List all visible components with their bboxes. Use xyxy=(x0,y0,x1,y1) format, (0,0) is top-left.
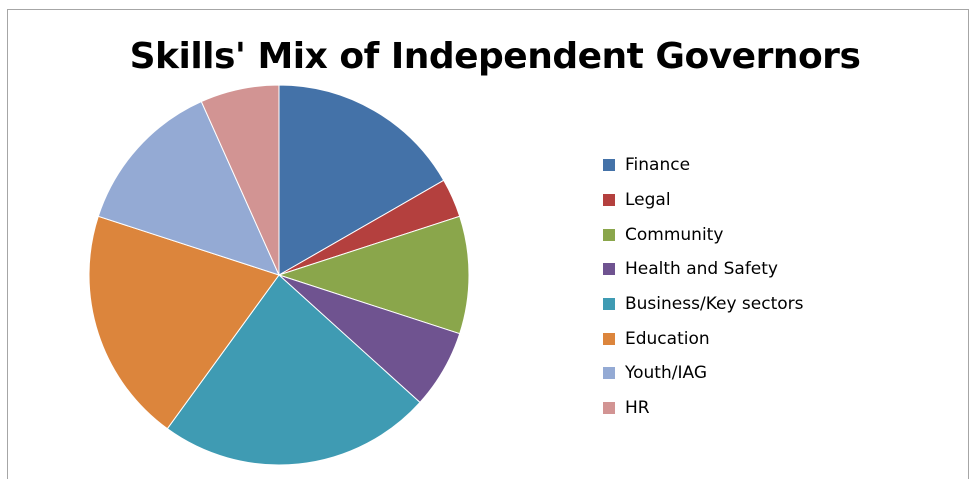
legend-swatch xyxy=(603,228,615,241)
pie-slice-community xyxy=(277,215,470,335)
legend-item: Legal xyxy=(603,183,903,218)
pie-slice-youth-iag xyxy=(97,100,280,276)
legend-swatch xyxy=(603,367,615,380)
pie-slice-hr xyxy=(200,84,280,276)
legend-label: Health and Safety xyxy=(625,259,778,280)
legend-label: Finance xyxy=(625,155,691,176)
legend-item: Health and Safety xyxy=(603,252,903,287)
chart-title: Skills' Mix of Independent Governors xyxy=(129,36,861,77)
legend-label: Education xyxy=(625,328,710,349)
legend-item: Community xyxy=(603,217,903,252)
chart-frame xyxy=(7,9,969,479)
legend-swatch xyxy=(603,332,615,345)
pie-slice-education xyxy=(88,215,280,430)
legend-swatch xyxy=(603,263,615,276)
legend-item: Business/Key sectors xyxy=(603,287,903,322)
legend-swatch xyxy=(603,159,615,172)
legend-label: Community xyxy=(625,224,724,245)
pie-slice-finance xyxy=(278,84,445,276)
legend-swatch xyxy=(603,194,615,207)
legend-label: Youth/IAG xyxy=(625,363,707,384)
legend-item: Education xyxy=(603,321,903,356)
legend-swatch xyxy=(603,298,615,311)
legend-label: Legal xyxy=(625,190,671,211)
legend-label: HR xyxy=(625,398,650,419)
legend-swatch xyxy=(603,402,615,415)
pie-slice-business-key-sectors xyxy=(166,274,421,466)
chart-legend: Finance Legal Community Health and Safety Bu… xyxy=(603,148,903,426)
legend-item: HR xyxy=(603,391,903,426)
legend-label: Business/Key sectors xyxy=(625,294,804,315)
legend-item: Finance xyxy=(603,148,903,183)
legend-item: Youth/IAG xyxy=(603,356,903,391)
